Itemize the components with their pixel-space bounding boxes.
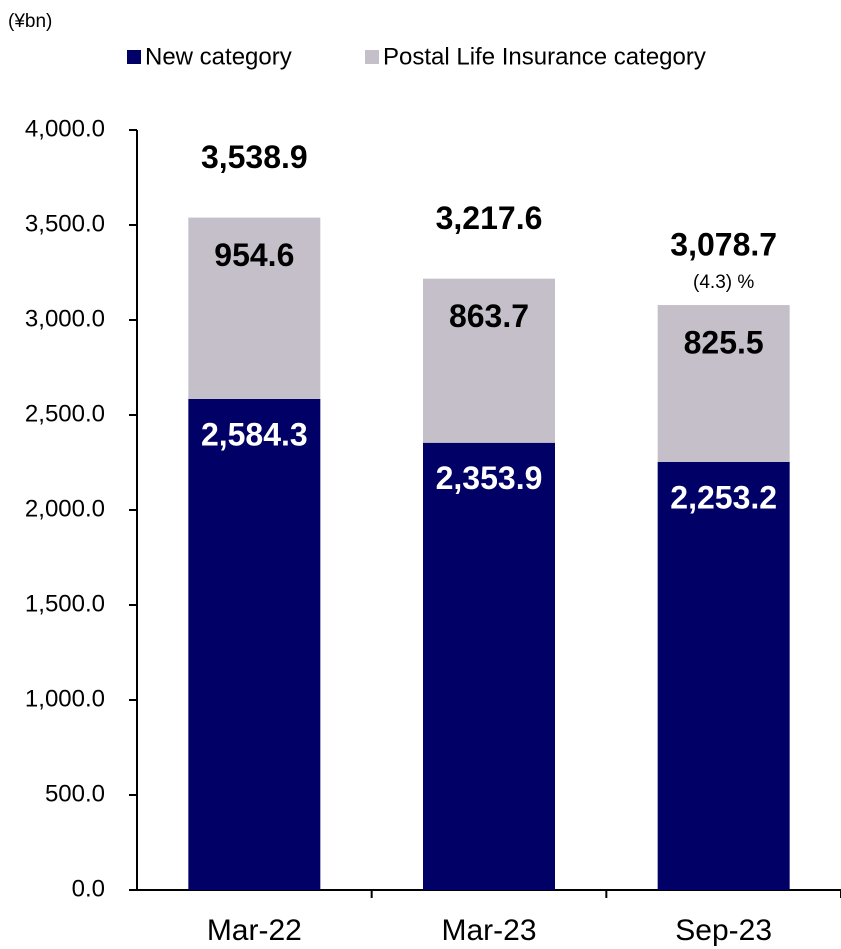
bar-segment: [423, 278, 555, 443]
bar-segment: [657, 305, 790, 462]
y-tick-label: 1,500.0: [25, 590, 105, 617]
bar-segment: [188, 217, 321, 399]
y-tick-label: 1,000.0: [25, 685, 105, 712]
data-label: 2,353.9: [436, 460, 543, 496]
y-tick-label: 3,500.0: [25, 210, 105, 237]
annotation: (4.3) %: [693, 272, 754, 293]
data-label: 954.6: [214, 237, 294, 273]
data-label: 2,253.2: [670, 479, 777, 515]
bar-segment: [423, 442, 555, 890]
y-tick-label: 0.0: [72, 875, 105, 902]
total-label: 3,217.6: [436, 200, 543, 236]
y-tick-label: 2,000.0: [25, 495, 105, 522]
y-tick-label: 2,500.0: [25, 400, 105, 427]
y-tick-label: 500.0: [45, 780, 105, 807]
data-label: 825.5: [684, 325, 764, 361]
total-label: 3,078.7: [670, 227, 777, 263]
x-tick-label: Mar-23: [441, 914, 536, 947]
x-tick-label: Mar-22: [207, 914, 302, 947]
bar-segment: [188, 398, 321, 890]
legend-swatch: [127, 50, 141, 64]
legend-swatch: [365, 50, 379, 64]
data-label: 2,584.3: [201, 416, 308, 452]
y-tick-label: 4,000.0: [25, 115, 105, 142]
data-label: 863.7: [449, 298, 529, 334]
y-tick-label: 3,000.0: [25, 305, 105, 332]
unit-label: (¥bn): [8, 11, 52, 32]
bar-segment: [657, 461, 790, 890]
legend-label: New category: [145, 43, 292, 70]
x-tick-label: Sep-23: [675, 914, 772, 947]
total-label: 3,538.9: [201, 139, 308, 175]
legend-label: Postal Life Insurance category: [383, 43, 706, 70]
